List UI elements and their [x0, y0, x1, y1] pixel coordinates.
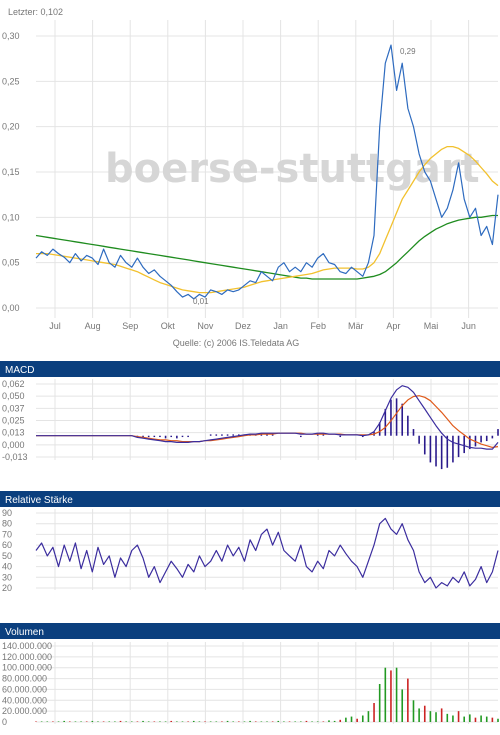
price-x-tick: Jul	[49, 321, 61, 331]
price-x-tick: Mai	[424, 321, 439, 331]
rsi-header-bar	[0, 491, 500, 507]
volume-header-bar	[0, 623, 500, 639]
volume-y-tick: 0	[2, 717, 7, 727]
price-y-tick: 0,25	[2, 76, 20, 86]
rsi-y-tick: 80	[2, 519, 12, 529]
rsi-y-tick: 70	[2, 529, 12, 539]
volume-y-tick: 100.000.000	[2, 663, 52, 673]
rsi-y-tick: 60	[2, 540, 12, 550]
series-ma-long	[35, 214, 498, 280]
rsi-y-tick: 20	[2, 583, 12, 593]
price-y-tick: 0,15	[2, 167, 20, 177]
price-x-tick: Jun	[461, 321, 476, 331]
macd-y-tick: 0,062	[2, 379, 25, 389]
min-price-label: 0,01	[193, 297, 209, 306]
price-x-tick: Aug	[85, 321, 101, 331]
volume-y-tick: 120.000.000	[2, 652, 52, 662]
price-x-tick: Sep	[122, 321, 138, 331]
series-rsi	[35, 517, 499, 589]
price-y-tick: 0,00	[2, 303, 20, 313]
price-x-tick: Apr	[386, 321, 400, 331]
source-label: Quelle: (c) 2006 IS.Teledata AG	[173, 338, 300, 348]
volume-y-tick: 20.000.000	[2, 706, 47, 716]
series-ma-short	[36, 145, 499, 294]
macd-y-tick: 0,050	[2, 391, 25, 401]
price-x-tick: Okt	[161, 321, 176, 331]
macd-y-tick: 0,037	[2, 403, 25, 413]
price-x-tick: Dez	[235, 321, 252, 331]
rsi-y-tick: 40	[2, 562, 12, 572]
macd-y-tick: -0,013	[2, 452, 28, 462]
max-price-label: 0,29	[400, 47, 416, 56]
macd-header-bar	[0, 361, 500, 377]
volume-y-tick: 40.000.000	[2, 695, 47, 705]
volume-y-tick: 60.000.000	[2, 684, 47, 694]
series-macd	[36, 385, 499, 450]
macd-header-title: MACD	[5, 365, 34, 376]
rsi-y-tick: 90	[2, 508, 12, 518]
series-price	[35, 44, 499, 300]
macd-y-tick: 0,013	[2, 428, 25, 438]
rsi-y-tick: 30	[2, 572, 12, 582]
price-x-tick: Feb	[310, 321, 326, 331]
last-price-label: Letzter: 0,102	[8, 7, 63, 17]
macd-y-tick: 0,025	[2, 416, 25, 426]
volume-header-title: Volumen	[5, 627, 44, 638]
rsi-y-tick: 50	[2, 551, 12, 561]
macd-y-tick: 0,000	[2, 440, 25, 450]
price-y-tick: 0,05	[2, 258, 20, 268]
volume-y-tick: 80.000.000	[2, 674, 47, 684]
watermark: boerse-stuttgart	[105, 146, 480, 192]
price-y-tick: 0,10	[2, 212, 20, 222]
series-signal	[36, 395, 499, 448]
price-x-tick: Nov	[197, 321, 214, 331]
rsi-header-title: Relative Stärke	[5, 495, 73, 506]
price-y-tick: 0,30	[2, 31, 20, 41]
volume-y-tick: 140.000.000	[2, 641, 52, 651]
price-x-tick: Mär	[348, 321, 364, 331]
price-x-tick: Jan	[273, 321, 288, 331]
price-y-tick: 0,20	[2, 122, 20, 132]
